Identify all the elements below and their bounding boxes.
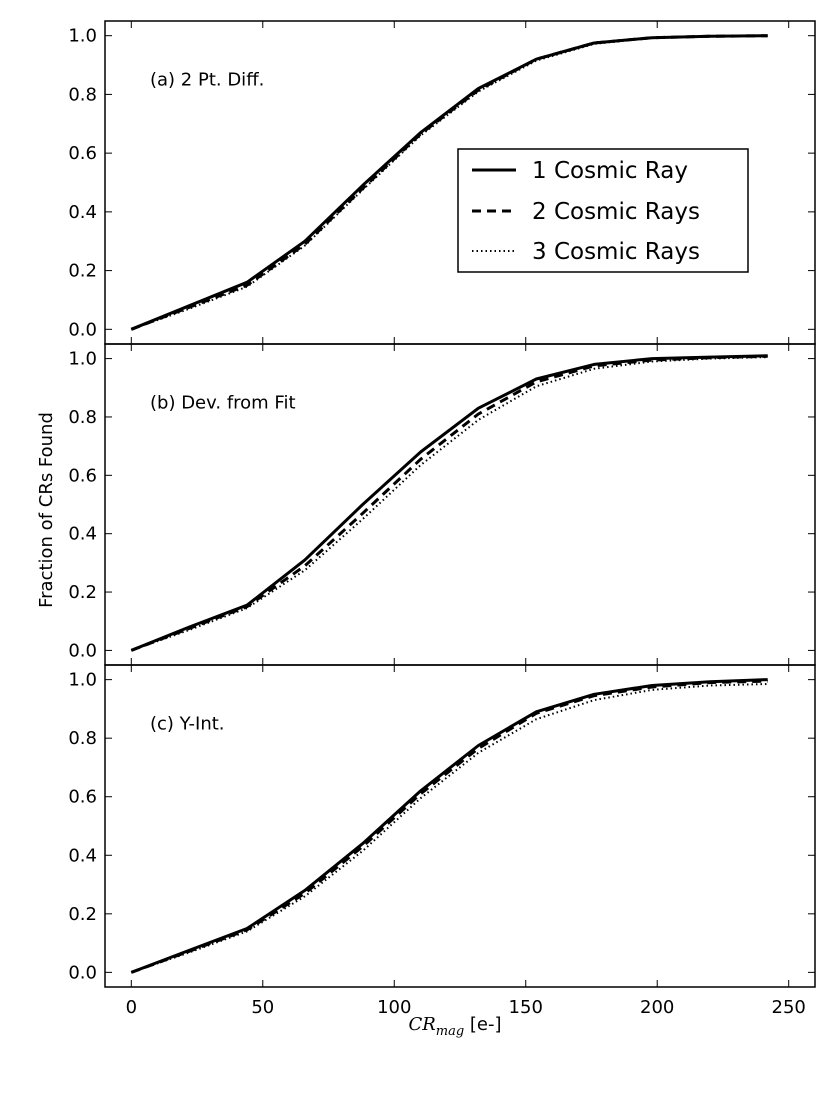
panel-3-ytick-label-4: 0.8 (68, 728, 97, 749)
panel-1-ytick-label-3: 0.6 (68, 143, 97, 164)
panel-2-label: (b) Dev. from Fit (150, 392, 296, 413)
y-axis-title: Fraction of CRs Found (36, 412, 57, 608)
panel-3-frame (104, 664, 816, 988)
xtick-label-1: 50 (251, 997, 274, 1018)
panel-2-ytick-label-0: 0.0 (68, 640, 97, 661)
x-axis-title-unit: [e-] (464, 1014, 501, 1035)
panel-2-ytick-label-3: 0.6 (68, 465, 97, 486)
xtick-label-4: 200 (640, 997, 674, 1018)
xtick-label-5: 250 (772, 997, 806, 1018)
panel-1-series-3-line (130, 34, 768, 331)
panel-1-label: (a) 2 Pt. Diff. (150, 70, 264, 91)
legend-entry-3: 3 Cosmic Rays (532, 239, 700, 265)
legend-entry-2: 2 Cosmic Rays (532, 199, 700, 225)
panel-3-ytick-label-5: 1.0 (68, 670, 97, 691)
panel-3-ytick-label-2: 0.4 (68, 845, 97, 866)
panel-1-ytick-label-5: 1.0 (68, 26, 97, 47)
x-axis-title-sub: mag (436, 1024, 464, 1039)
xtick-label-0: 0 (126, 997, 137, 1018)
panel-3-ytick-label-3: 0.6 (68, 787, 97, 808)
panel-1-series-2-line (130, 34, 768, 331)
panel-1-ytick-label-0: 0.0 (68, 319, 97, 340)
panel-3-ytick-label-0: 0.0 (68, 962, 97, 983)
panel-1-ytick-label-1: 0.2 (68, 261, 97, 282)
chart-marks: 0.0 0.2 0.4 0.6 0.8 1.0 (a) 2 Pt. Diff. 0.0 0.2 0… (68, 20, 816, 1018)
panel-2-ytick-label-1: 0.2 (68, 582, 97, 603)
panel-2-series-3-line (130, 356, 768, 652)
panel-3-label: (c) Y-Int. (150, 714, 225, 735)
xtick-label-2: 100 (377, 997, 411, 1018)
legend: 1 Cosmic Ray 2 Cosmic Rays 3 Cosmic Rays (457, 148, 749, 273)
panel-3-ytick-label-1: 0.2 (68, 904, 97, 925)
x-axis-title-main: CR (408, 1014, 435, 1035)
panel-3-series-3-line (130, 683, 768, 974)
legend-entry-1: 1 Cosmic Ray (532, 158, 688, 184)
panel-3-series-2-line (130, 679, 768, 974)
panel-2-series-2-line (130, 354, 768, 652)
x-axis-title: CRmag [e-] (408, 1014, 501, 1039)
xtick-label-3: 150 (509, 997, 543, 1018)
panel-1-ytick-label-2: 0.4 (68, 202, 97, 223)
panel-1-ytick-label-4: 0.8 (68, 84, 97, 105)
panel-3-series-1-line (130, 678, 768, 974)
panel-2-ytick-label-2: 0.4 (68, 524, 97, 545)
panel-2-ytick-label-4: 0.8 (68, 407, 97, 428)
panel-2-ytick-label-5: 1.0 (68, 349, 97, 370)
